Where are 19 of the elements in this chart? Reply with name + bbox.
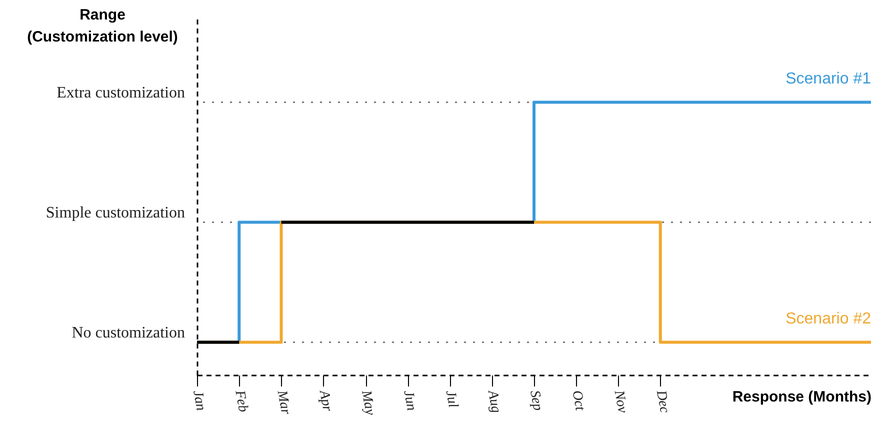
y-axis-title: Range (Customization level) <box>27 6 178 46</box>
x-axis-title: Response (Months) <box>732 388 872 406</box>
x-tick-label: Jan <box>190 389 208 412</box>
x-tick-label: Dec <box>652 388 672 415</box>
x-tick-label: Jul <box>442 389 460 409</box>
x-tick-label: Mar <box>274 388 293 416</box>
x-tick-label: Aug <box>484 388 504 414</box>
x-tick-label: Jun <box>400 389 419 412</box>
x-tick-label: Oct <box>568 389 588 413</box>
ref-line-label: Simple customization <box>46 204 185 222</box>
x-tick-label: Sep <box>526 389 545 412</box>
ref-line-label: Extra customization <box>56 84 185 102</box>
series-label: Scenario #2 <box>786 310 872 328</box>
x-tick-label: May <box>358 388 378 418</box>
x-tick-label: Nov <box>610 388 630 415</box>
series-label: Scenario #1 <box>786 70 872 88</box>
x-tick-label: Feb <box>232 388 250 414</box>
x-tick-label: Apr <box>316 388 335 414</box>
ref-line-label: No customization <box>72 324 185 342</box>
